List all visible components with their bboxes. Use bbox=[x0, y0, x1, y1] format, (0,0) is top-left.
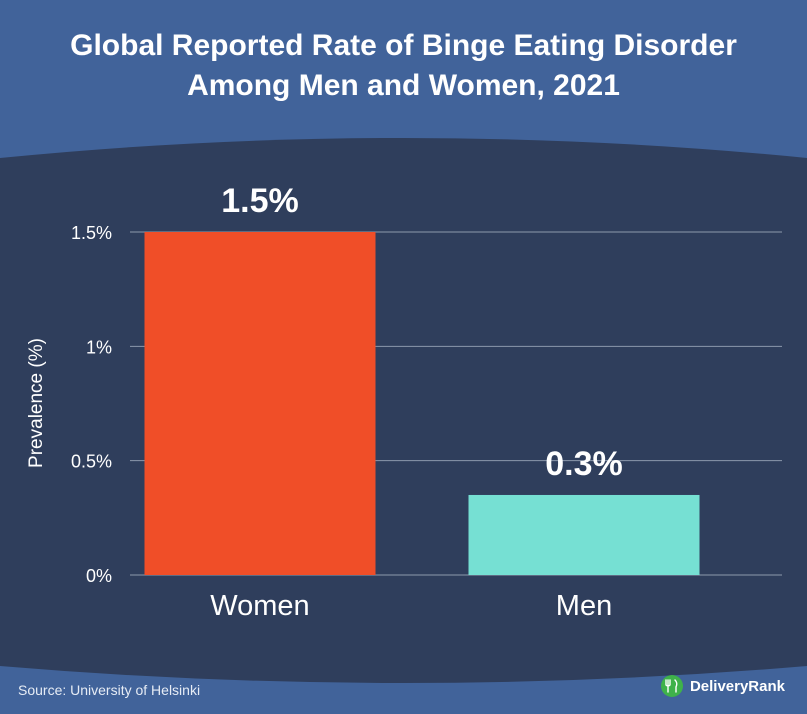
chart-title: Global Reported Rate of Binge Eating Dis… bbox=[0, 26, 807, 106]
bar-women bbox=[144, 232, 376, 575]
title-line-2: Among Men and Women, 2021 bbox=[187, 69, 620, 102]
x-tick-label: Women bbox=[210, 590, 309, 622]
y-tick-label: 0% bbox=[86, 566, 112, 586]
brand-name: DeliveryRank bbox=[689, 677, 785, 695]
deliveryrank-logo-icon bbox=[660, 675, 683, 697]
brand: DeliveryRank bbox=[660, 674, 785, 698]
y-tick-label: 1% bbox=[86, 337, 112, 357]
title-line-1: Global Reported Rate of Binge Eating Dis… bbox=[70, 29, 737, 62]
y-axis-label: Prevalence (%) bbox=[26, 338, 47, 468]
bar-men bbox=[468, 494, 700, 575]
x-tick-label: Men bbox=[556, 590, 612, 622]
data-label: 0.3% bbox=[545, 445, 623, 483]
source-note: Source: University of Helsinki bbox=[18, 682, 201, 698]
y-tick-label: 0.5% bbox=[71, 452, 112, 472]
data-label: 1.5% bbox=[221, 182, 299, 220]
y-tick-label: 1.5% bbox=[71, 223, 112, 243]
